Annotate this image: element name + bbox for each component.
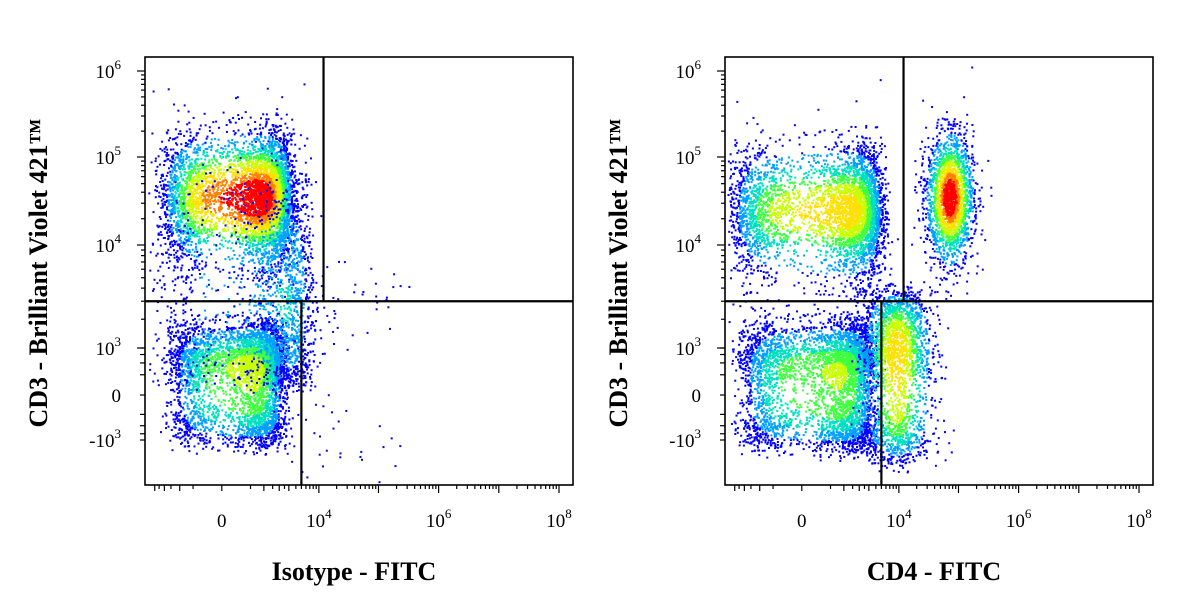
y-tick-label: 106 <box>96 57 122 83</box>
x-axis-ticks <box>154 485 560 493</box>
y-tick-label: 103 <box>676 334 702 360</box>
left-dot-plot: 0 104 106 108 -103 0 103 104 105 106 Isotype - FIT… <box>24 56 574 586</box>
population-3 <box>842 270 955 474</box>
y-tick-label: -103 <box>89 426 121 452</box>
plot-frame <box>724 56 1154 486</box>
x-tick-label: 108 <box>546 506 572 532</box>
x-tick-label: 106 <box>426 506 452 532</box>
y-tick-label: 0 <box>112 386 122 407</box>
x-tick-label: 108 <box>1126 506 1152 532</box>
y-tick-label: 103 <box>96 334 122 360</box>
x-tick-label: 104 <box>886 506 912 532</box>
x-axis-ticks <box>734 485 1140 493</box>
y-tick-label: 104 <box>96 231 122 257</box>
dot-cloud <box>727 66 993 474</box>
y-axis-title: CD3 - Brilliant Violet 421™ <box>604 118 633 427</box>
right-plot-panel: 0 104 106 108 -103 0 103 104 105 106 CD4 - FITC CD3… <box>580 0 1180 600</box>
y-axis-ticks <box>137 70 145 441</box>
x-tick-label: 0 <box>797 511 807 532</box>
y-tick-label: 0 <box>692 386 702 407</box>
population-1 <box>911 66 993 300</box>
x-axis-title: CD4 - FITC <box>867 557 1001 586</box>
x-axis-title: Isotype - FITC <box>272 557 437 586</box>
plot-frame <box>144 56 574 486</box>
population-2 <box>728 293 890 462</box>
y-tick-label: 104 <box>676 231 702 257</box>
population-2 <box>149 83 324 396</box>
y-tick-label: 105 <box>676 143 702 169</box>
y-tick-label: -103 <box>669 426 701 452</box>
y-tick-label: 106 <box>676 57 702 83</box>
left-plot-panel: 0 104 106 108 -103 0 103 104 105 106 Isotype - FIT… <box>24 56 574 586</box>
y-axis-title: CD3 - Brilliant Violet 421™ <box>24 118 53 427</box>
x-tick-label: 104 <box>306 506 332 532</box>
dot-cloud <box>148 83 411 484</box>
y-axis-ticks <box>717 70 725 441</box>
x-tick-label: 106 <box>1006 506 1032 532</box>
x-tick-label: 0 <box>217 511 227 532</box>
y-tick-label: 105 <box>96 143 122 169</box>
population-0 <box>727 79 899 331</box>
